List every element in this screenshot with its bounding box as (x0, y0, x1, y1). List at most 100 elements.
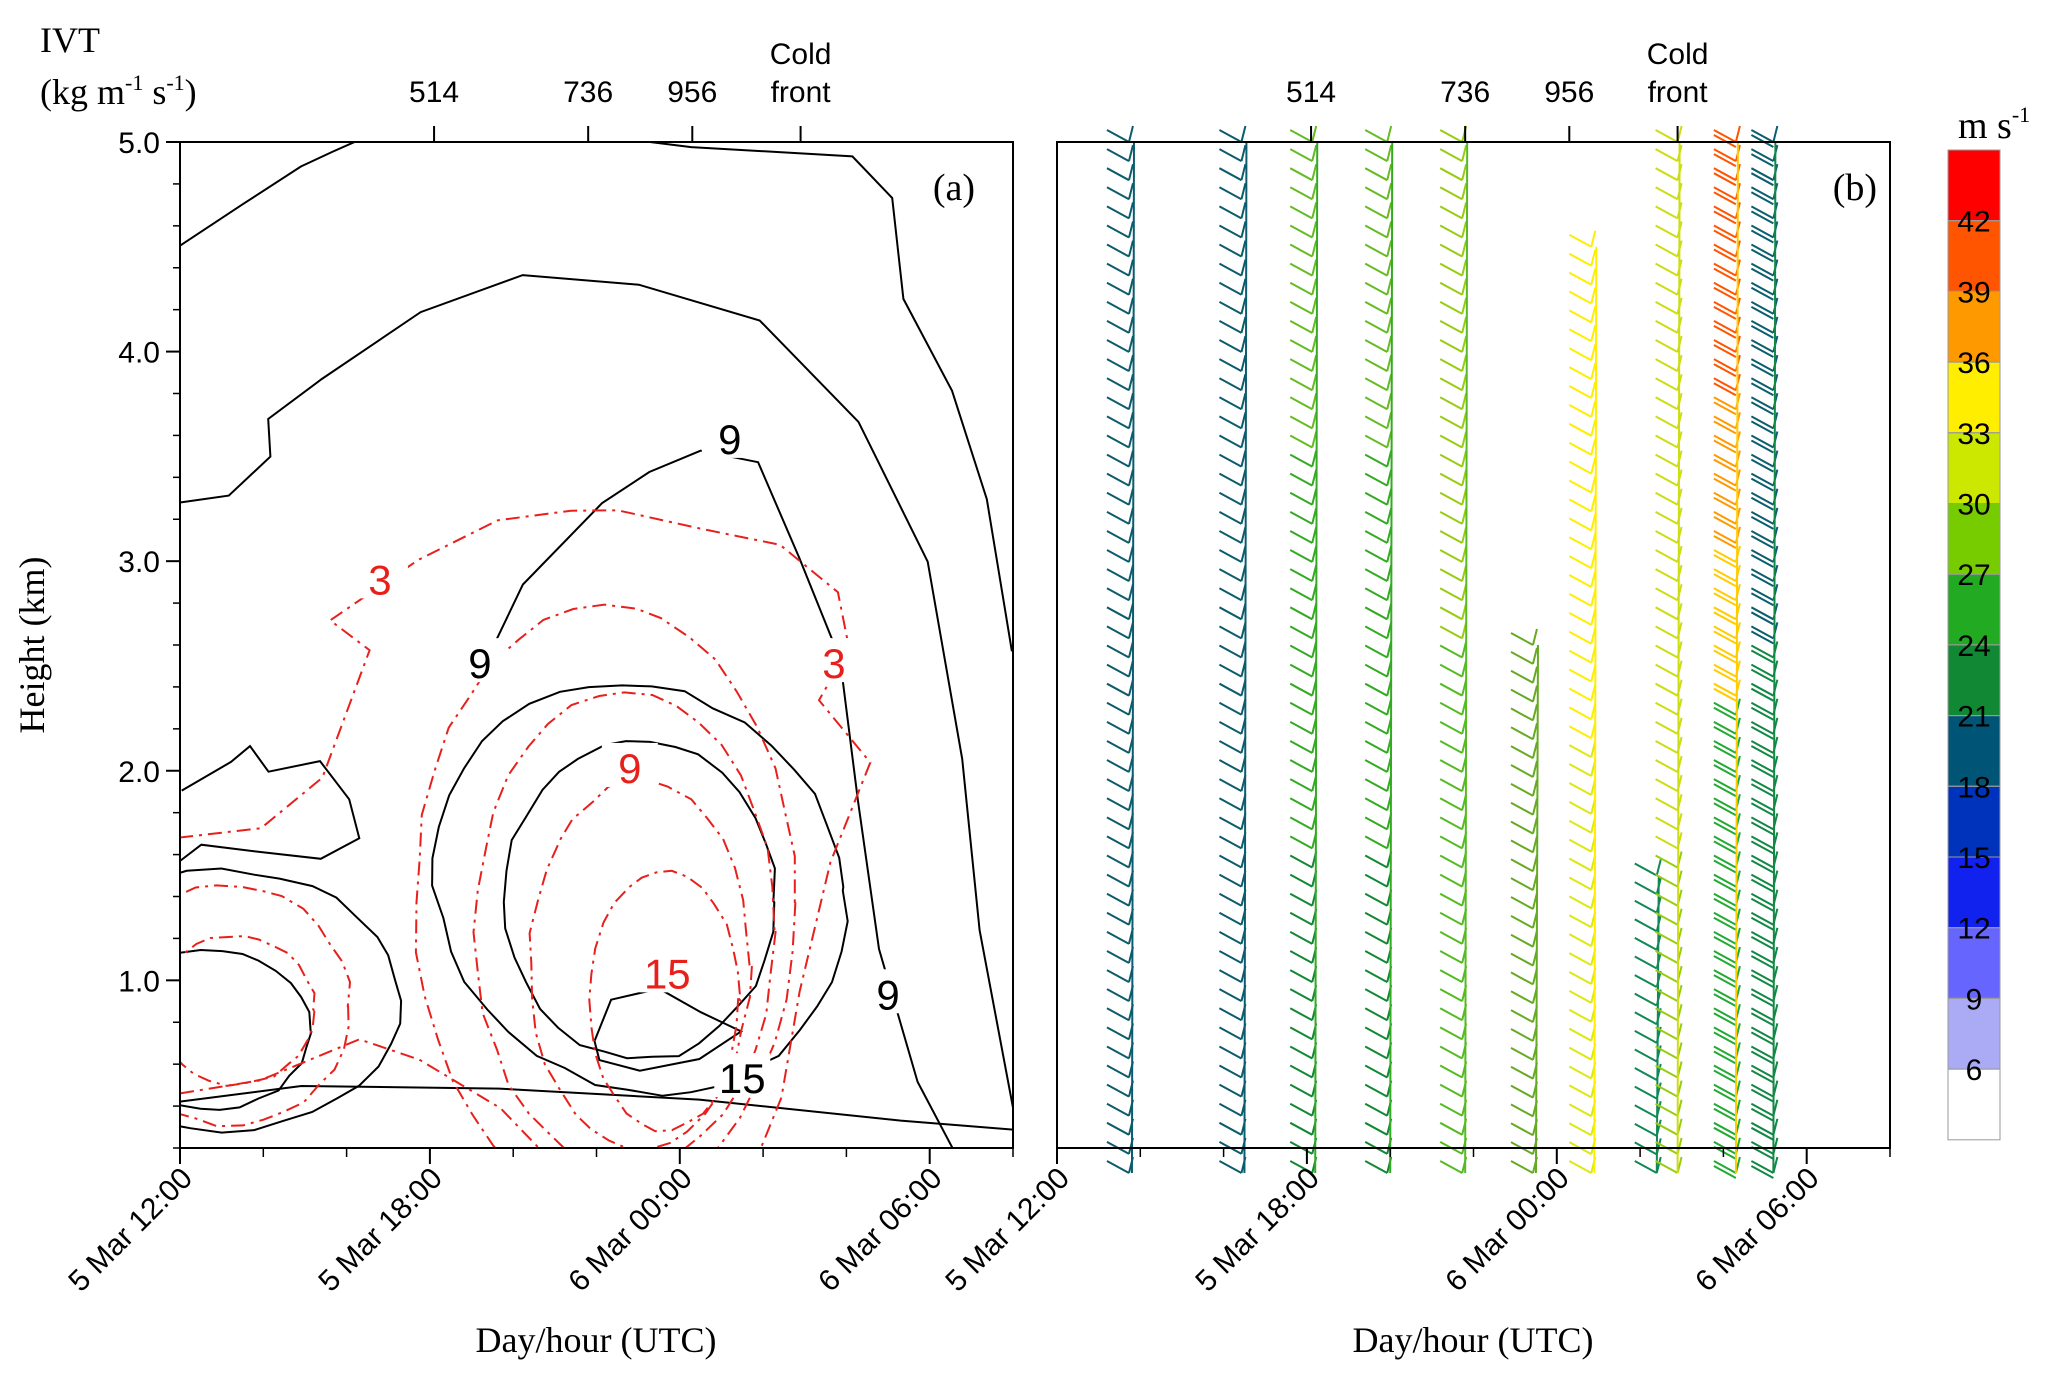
wind-barb (1218, 373, 1247, 392)
wind-barb (1106, 603, 1134, 621)
wind-barb (1364, 1118, 1393, 1136)
wind-barb (1364, 221, 1393, 239)
wind-barb (1106, 870, 1134, 888)
wind-barb (1510, 892, 1538, 910)
label-knockout (601, 742, 658, 787)
wind-barb (1634, 877, 1662, 896)
wind-barb (1289, 221, 1318, 239)
wind-barb (1655, 450, 1683, 468)
wind-barb (1218, 603, 1247, 621)
wind-barb (1218, 450, 1247, 468)
wind-barb (1655, 183, 1683, 201)
wind-barb (1439, 431, 1468, 449)
colorbar: m s-1 42 39 36 33 30 27 24 21 18 15 12 9 6 (1947, 102, 2030, 1141)
colorbar-box (1947, 361, 2001, 434)
wind-barb (1568, 797, 1597, 815)
wind-barb (1106, 984, 1134, 1003)
wind-barb (1218, 717, 1247, 735)
wind-barb (1218, 679, 1247, 697)
ivt-unit-c: ) (185, 72, 197, 112)
wind-barb (1364, 526, 1393, 544)
wind-barb (1106, 851, 1134, 869)
wind-barb (1106, 564, 1134, 583)
wind-barb (1750, 488, 1779, 511)
label-knockout (805, 638, 862, 683)
top-axis: 514 736 956 Cold front (409, 38, 831, 142)
wind-barb (1510, 817, 1538, 835)
wind-barb (1568, 1081, 1597, 1099)
wind-barb (1439, 1023, 1468, 1041)
wind-barb (1439, 1004, 1468, 1022)
barb-column-staff (1464, 141, 1469, 1174)
wind-barb (1364, 927, 1393, 945)
colorbar-box (1947, 573, 2001, 646)
wind-barb (1713, 240, 1741, 263)
x-tick-label: 6 Mar 06:00 (812, 1162, 949, 1299)
wind-barb (1289, 679, 1318, 697)
barb-column-staff (1389, 141, 1394, 1174)
wind-barb (1655, 431, 1683, 449)
barb-column-staff (1534, 644, 1539, 1174)
wind-barb (1106, 755, 1134, 773)
x-tick-label: 6 Mar 00:00 (562, 1162, 699, 1299)
barb-column-staff (1243, 141, 1248, 1174)
wind-barb (1364, 946, 1393, 964)
wind-barb (1364, 431, 1393, 449)
wind-barb (1218, 144, 1247, 162)
wind-barb (1510, 987, 1538, 1005)
wind-barb (1218, 316, 1247, 334)
wind-barb (1655, 488, 1683, 506)
wind-barb (1106, 469, 1134, 487)
wind-barb (1218, 813, 1247, 831)
wind-barb (1568, 684, 1597, 702)
wind-barb (1106, 125, 1134, 143)
wind-barb (1106, 698, 1134, 716)
wind-barb (1634, 952, 1662, 970)
wind-barb (1364, 507, 1393, 525)
wind-barb (1750, 221, 1779, 244)
wind-barb (1568, 1024, 1597, 1042)
wind-barb (1510, 798, 1538, 816)
wind-barb (1218, 507, 1247, 525)
contour-label: 15 (644, 950, 691, 997)
top-tick-label: 956 (1544, 76, 1594, 109)
wind-barb (1713, 125, 1741, 148)
wind-barb (1289, 698, 1318, 716)
wind-barb (1634, 859, 1662, 877)
wind-barb (1289, 603, 1318, 621)
wind-barb (1218, 354, 1247, 372)
wind-barb (1289, 946, 1318, 964)
black-contour (180, 948, 313, 1111)
panel-a: (a) 1.0 2.0 3.0 4.0 5.0 5 Mar 12:00 5 Mar 18:… (12, 20, 1014, 1360)
wind-barb (1218, 583, 1247, 602)
wind-barb (1218, 202, 1247, 220)
wind-barb (1106, 335, 1134, 353)
wind-barb (1568, 1100, 1597, 1118)
wind-barb (1568, 476, 1597, 494)
x-tick-label: 5 Mar 18:00 (312, 1162, 449, 1299)
wind-barb (1106, 965, 1134, 983)
wind-barb (1568, 835, 1597, 853)
wind-barb (1289, 641, 1318, 659)
wind-barb (1713, 163, 1741, 187)
wind-barb (1655, 583, 1683, 602)
wind-barb (1439, 221, 1468, 239)
wind-barb (1364, 793, 1393, 812)
wind-barb (1218, 393, 1247, 411)
wind-barb (1750, 583, 1779, 607)
wind-barb (1568, 287, 1597, 305)
wind-barb (1568, 589, 1597, 607)
wind-barb (1364, 1061, 1393, 1079)
wind-barb (1750, 297, 1779, 320)
wind-barb (1289, 1023, 1318, 1041)
wind-barb (1364, 412, 1393, 430)
wind-barb (1364, 1137, 1393, 1155)
wind-barb (1106, 202, 1134, 220)
wind-barb (1750, 354, 1779, 377)
wind-barb (1218, 259, 1247, 277)
wind-barb (1510, 1043, 1538, 1061)
wind-barb (1106, 163, 1134, 182)
wind-barb (1218, 622, 1247, 640)
wind-barb (1106, 774, 1134, 793)
colorbar-box (1947, 927, 2001, 999)
